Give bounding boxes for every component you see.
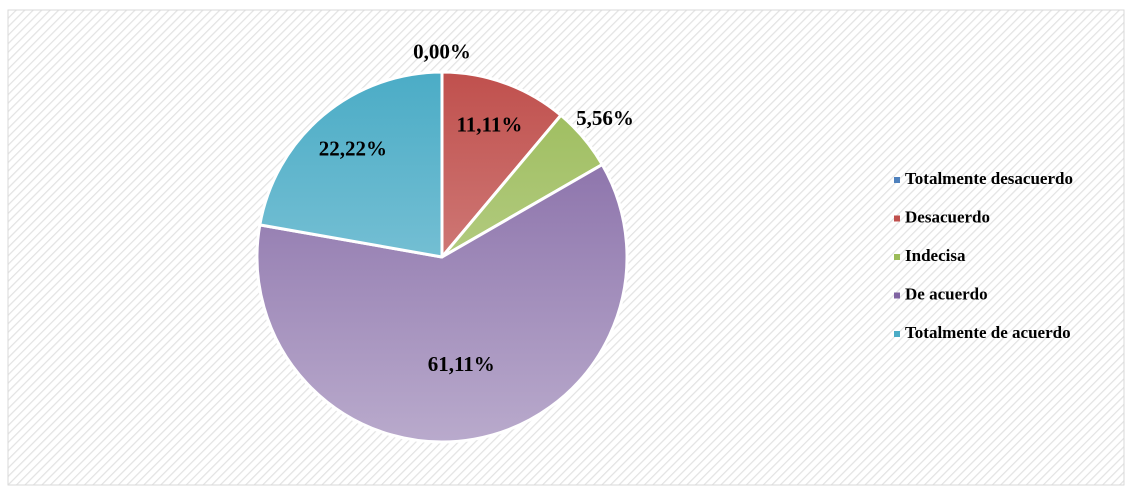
data-label: 61,11% [428, 352, 495, 376]
legend-label: Totalmente de acuerdo [905, 323, 1071, 342]
pie-slice [255, 163, 629, 444]
pie-slice [440, 70, 563, 259]
legend-marker [894, 215, 900, 222]
data-label: 0,00% [413, 39, 471, 63]
pie: 0,00% 11,11% 5,56% 61,11% 22,22% [255, 39, 634, 444]
legend-marker [894, 177, 900, 183]
data-label: 5,56% [576, 106, 634, 130]
legend: Totalmente desacuerdo Desacuerdo Indecisa D… [894, 169, 1073, 342]
data-label: 22,22% [319, 137, 387, 161]
pie-slice [258, 70, 444, 259]
legend-label: Indecisa [905, 246, 966, 265]
legend-label: Totalmente desacuerdo [905, 169, 1073, 188]
data-label: 11,11% [456, 112, 522, 136]
legend-label: De acuerdo [905, 284, 988, 303]
legend-marker [894, 292, 900, 299]
legend-marker [894, 331, 900, 337]
legend-marker [894, 254, 900, 260]
legend-label: Desacuerdo [905, 207, 990, 226]
